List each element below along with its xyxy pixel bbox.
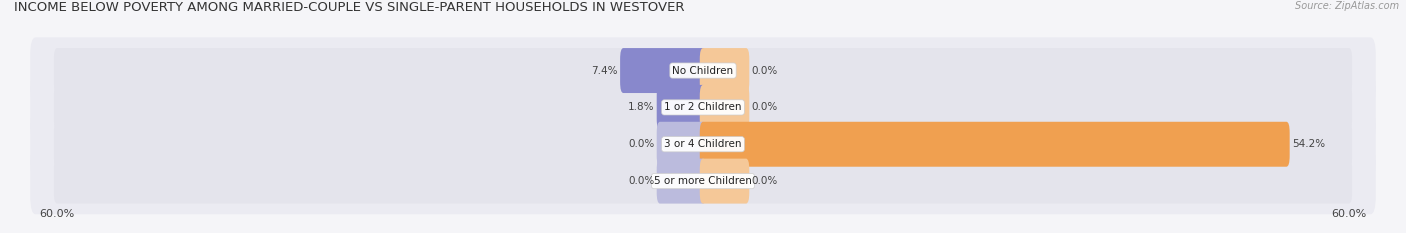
Text: 0.0%: 0.0% [628,176,655,186]
Text: Source: ZipAtlas.com: Source: ZipAtlas.com [1295,1,1399,11]
FancyBboxPatch shape [53,159,1353,204]
Text: No Children: No Children [672,65,734,75]
Text: 0.0%: 0.0% [628,139,655,149]
Text: 1.8%: 1.8% [628,102,655,112]
FancyBboxPatch shape [657,85,706,130]
FancyBboxPatch shape [700,159,749,204]
Text: 1 or 2 Children: 1 or 2 Children [664,102,742,112]
FancyBboxPatch shape [30,37,1376,104]
FancyBboxPatch shape [30,148,1376,214]
FancyBboxPatch shape [53,122,1353,167]
Text: 0.0%: 0.0% [751,65,778,75]
FancyBboxPatch shape [30,74,1376,140]
FancyBboxPatch shape [700,48,749,93]
Text: 54.2%: 54.2% [1292,139,1324,149]
Text: 0.0%: 0.0% [751,102,778,112]
FancyBboxPatch shape [620,48,706,93]
FancyBboxPatch shape [53,85,1353,130]
FancyBboxPatch shape [657,159,706,204]
FancyBboxPatch shape [657,122,706,167]
FancyBboxPatch shape [53,48,1353,93]
Text: 5 or more Children: 5 or more Children [654,176,752,186]
Text: 3 or 4 Children: 3 or 4 Children [664,139,742,149]
FancyBboxPatch shape [700,122,1289,167]
FancyBboxPatch shape [30,111,1376,177]
Text: 0.0%: 0.0% [751,176,778,186]
FancyBboxPatch shape [700,85,749,130]
Text: INCOME BELOW POVERTY AMONG MARRIED-COUPLE VS SINGLE-PARENT HOUSEHOLDS IN WESTOVE: INCOME BELOW POVERTY AMONG MARRIED-COUPL… [14,1,685,14]
Text: 7.4%: 7.4% [592,65,619,75]
